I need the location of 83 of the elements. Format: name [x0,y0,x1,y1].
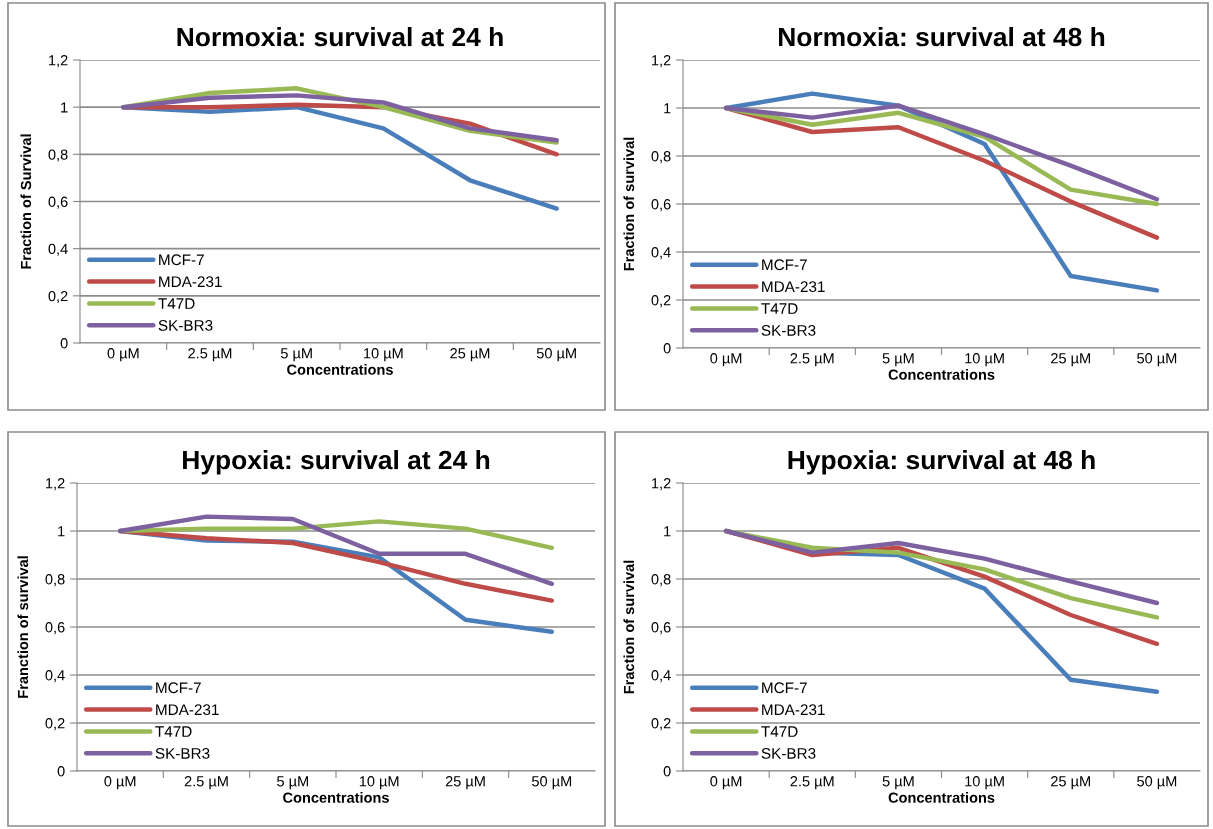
x-tick-label: 10 µM [965,776,1004,790]
y-axis-title: Fraction of survival [623,137,635,271]
legend-label: MDA-231 [762,704,825,716]
x-tick-label: 25 µM [450,348,490,362]
x-tick-label: 0 µM [104,776,136,790]
legend-label: MDA-231 [159,276,222,288]
y-tick-label: 0,4 [651,247,671,260]
y-tick-label: 0 [663,766,671,777]
legend-label: SK-BR3 [761,747,816,759]
legend-label: SK-BR3 [761,325,816,336]
legend-label: T47D [761,303,798,314]
y-tick-label: 0,4 [48,243,68,256]
x-tick-label: 2.5 µM [188,348,232,362]
y-axis-title: Fraction of survival [623,560,635,694]
y-tick-label: 1,2 [46,478,65,491]
chart-title: Normoxia: survival at 24 h [177,26,503,47]
legend-label: MCF-7 [762,259,807,271]
y-axis-title: Fraction of Survival [20,134,32,269]
y-tick-label: 1 [61,102,68,113]
chart-title: Normoxia: survival at 48 h [779,26,1105,47]
y-tick-label: 1 [58,526,65,537]
x-axis-title: Concentrations [283,792,389,803]
y-tick-label: 0,4 [651,670,671,683]
x-tick-label: 5 µM [882,353,914,367]
x-tick-label: 0 µM [107,348,139,362]
y-tick-label: 1 [664,103,671,114]
x-axis-title: Concentrations [888,369,995,380]
y-tick-label: 0,4 [45,670,65,683]
line-series [723,528,1160,606]
x-axis-title: Concentrations [888,792,995,803]
x-tick-label: 5 µM [277,776,308,790]
x-tick-label: 5 µM [882,776,914,790]
legend-label: MCF-7 [156,682,201,694]
legend-label: MCF-7 [159,254,204,266]
legend-label: MDA-231 [762,281,825,293]
line-series [121,93,559,143]
chart-title: Hypoxia: survival at 48 h [788,449,1095,475]
x-tick-label: 50 µM [1137,353,1177,367]
x-tick-label: 10 µM [359,776,399,790]
y-tick-label: 0,6 [45,622,65,635]
y-tick-label: 0,8 [651,574,671,587]
legend-label: MDA-231 [156,704,219,716]
x-tick-label: 0 µM [710,353,742,367]
y-tick-label: 0 [60,338,68,349]
y-tick-label: 1,2 [652,55,671,68]
x-tick-label: 10 µM [364,348,403,362]
y-tick-label: 0,8 [651,151,671,164]
x-tick-label: 2.5 µM [790,776,834,790]
y-tick-label: 0,6 [651,622,671,635]
y-tick-label: 0,8 [48,149,68,162]
x-tick-label: 5 µM [280,348,312,362]
x-tick-label: 2.5 µM [790,353,834,367]
x-axis-title: Concentrations [287,364,393,375]
legend-label: T47D [158,298,195,309]
y-tick-label: 0 [57,766,65,777]
y-tick-label: 0,8 [45,574,65,587]
y-tick-label: 1,2 [49,55,68,68]
x-tick-label: 0 µM [710,776,742,790]
x-tick-label: 50 µM [536,348,576,362]
legend-label: T47D [761,726,798,737]
y-tick-label: 0,6 [651,199,671,212]
legend-label: SK-BR3 [158,319,213,331]
y-axis-title: Franction of survival [17,556,29,698]
y-tick-label: 0,6 [48,196,68,209]
x-tick-label: 2.5 µM [184,776,228,790]
y-tick-label: 0,2 [651,718,671,731]
y-tick-label: 0 [663,343,671,354]
y-tick-label: 0,2 [45,718,65,731]
line-series [117,514,555,587]
y-tick-label: 1 [664,526,671,537]
x-tick-label: 25 µM [1051,776,1090,790]
x-tick-label: 10 µM [965,353,1004,367]
chart-title: Hypoxia: survival at 24 h [183,449,490,475]
y-tick-label: 1,2 [652,478,671,491]
y-tick-label: 0,2 [651,295,671,308]
x-tick-label: 25 µM [445,776,485,790]
y-tick-label: 0,2 [48,290,68,303]
legend-label: T47D [155,726,192,737]
x-tick-label: 50 µM [532,776,572,790]
legend-label: SK-BR3 [155,747,210,759]
x-tick-label: 50 µM [1137,776,1177,790]
legend-label: MCF-7 [762,682,807,694]
x-tick-label: 25 µM [1051,353,1090,367]
